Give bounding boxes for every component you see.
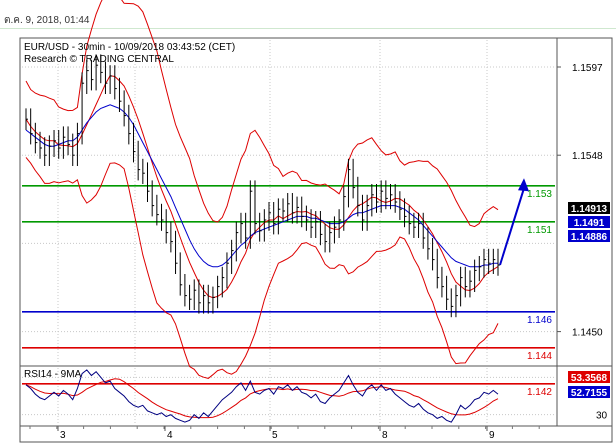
x-tick-label-9: 9: [489, 430, 495, 441]
level-label-1.146: 1.146: [527, 315, 552, 326]
chart-subtitle: Research © TRADING CENTRAL: [24, 54, 174, 65]
level-label-1.151: 1.151: [527, 225, 552, 236]
rsi-tag-label-52.7155: 52.7155: [571, 388, 608, 399]
rsi-tick-label-30: 30: [596, 411, 608, 422]
y-tick-label-1.1548: 1.1548: [572, 151, 603, 162]
rsi-tag-bg-52.7155: [568, 386, 610, 398]
x-tick-label-5: 5: [272, 430, 278, 441]
grid-lines: [22, 40, 555, 424]
x-tick-label-4: 4: [167, 430, 173, 441]
projection-arrow-line: [499, 187, 525, 266]
level-label-1.142: 1.142: [527, 387, 552, 398]
price-tags: 1.14913 1.1491 1.14886 53.3568 52.7155: [568, 202, 610, 399]
level-label-1.153: 1.153: [527, 189, 552, 200]
x-axis-strip: [19, 425, 613, 443]
rsi-panel-frame: [19, 365, 558, 427]
header-bar: ต.ค. 9, 2018, 01:44: [0, 0, 616, 29]
rsi-label: RSI14 - 9MA: [24, 369, 82, 380]
moving-average-line: [25, 104, 498, 268]
price-tag-bg-1.14886: [568, 230, 610, 242]
rsi-tag-bg-53.3568: [568, 371, 610, 383]
price-tag-label-1.1491: 1.1491: [574, 218, 605, 229]
price-series: [25, 0, 529, 379]
y-tick-label-1.1597: 1.1597: [572, 63, 603, 74]
y-axis-ticks: 1.1597 1.1548 1.1450 30: [557, 63, 608, 422]
projection-arrow-head: [518, 178, 529, 192]
x-axis-ticks: 3 4 5 8 9: [29, 426, 540, 441]
rsi-line: [25, 369, 499, 423]
rsi-tag-label-53.3568: 53.3568: [571, 373, 608, 384]
price-tag-bg-1.14913: [568, 202, 610, 214]
y-tick-label-1.1450: 1.1450: [572, 328, 603, 339]
band-upper-line: [25, 0, 499, 228]
band-lower-line: [25, 157, 499, 379]
x-tick-label-8: 8: [382, 430, 388, 441]
price-tag-label-1.14886: 1.14886: [571, 232, 608, 243]
chart-title: EUR/USD - 30min - 10/09/2018 03:43:52 (C…: [24, 42, 235, 53]
rsi-series: [25, 369, 499, 423]
header-datetime: ต.ค. 9, 2018, 01:44: [4, 15, 90, 26]
price-tag-label-1.14913: 1.14913: [571, 204, 608, 215]
level-label-1.144: 1.144: [527, 351, 552, 362]
band-middle-line: [25, 75, 499, 299]
main-panel-frame: [19, 37, 558, 367]
price-tag-bg-1.1491: [568, 216, 610, 228]
support-resistance-levels: 1.153 1.151 1.146 1.144 1.142: [22, 185, 555, 398]
x-tick-label-3: 3: [60, 430, 66, 441]
